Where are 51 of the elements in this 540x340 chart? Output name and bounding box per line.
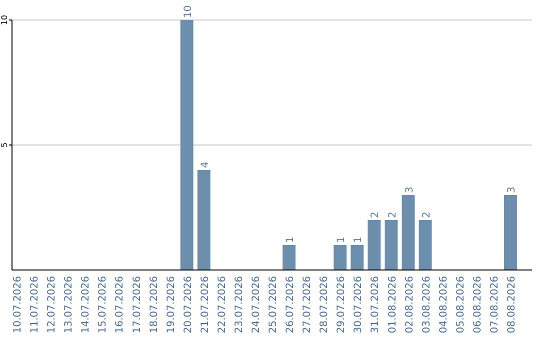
x-tick-label: 28.07.2026 xyxy=(319,276,330,334)
x-tick-label: 27.07.2026 xyxy=(302,276,314,334)
x-tick-label: 23.07.2026 xyxy=(234,276,245,334)
x-tick-label: 20.07.2026 xyxy=(182,276,194,334)
data-label: 3 xyxy=(506,186,518,193)
bar xyxy=(384,220,398,270)
x-tick-label: 08.08.2026 xyxy=(506,276,518,334)
x-tick-label: 01.08.2026 xyxy=(387,276,398,334)
bar xyxy=(180,20,194,270)
data-label: 2 xyxy=(421,212,432,218)
data-label: 2 xyxy=(387,212,398,218)
x-tick-label: 21.07.2026 xyxy=(200,276,211,334)
data-label: 3 xyxy=(404,186,416,193)
x-tick-label: 15.07.2026 xyxy=(98,276,109,334)
data-label: 2 xyxy=(370,212,382,218)
x-tick-label: 31.07.2026 xyxy=(370,276,382,334)
x-tick-label: 18.07.2026 xyxy=(148,276,160,334)
x-tick-label: 14.07.2026 xyxy=(80,276,92,334)
bar xyxy=(334,245,347,270)
bar xyxy=(402,195,415,270)
x-tick-label: 07.08.2026 xyxy=(489,276,500,334)
x-tick-label: 04.08.2026 xyxy=(438,276,450,334)
data-label: 4 xyxy=(200,162,211,168)
x-tick-label: 24.07.2026 xyxy=(250,276,262,334)
y-tick-label: 5 xyxy=(0,142,9,148)
data-label: 1 xyxy=(285,236,296,243)
x-tick-label: 13.07.2026 xyxy=(64,276,75,334)
data-label: 1 xyxy=(353,236,364,243)
bar xyxy=(350,245,364,270)
x-tick-label: 22.07.2026 xyxy=(216,276,228,334)
data-label: 1 xyxy=(336,236,348,243)
bar xyxy=(504,195,517,270)
bar xyxy=(418,220,432,270)
x-tick-label: 10.07.2026 xyxy=(12,276,24,334)
bar xyxy=(368,220,381,270)
x-tick-label: 11.07.2026 xyxy=(30,276,41,334)
x-tick-label: 25.07.2026 xyxy=(268,276,280,334)
x-tick-label: 29.07.2026 xyxy=(336,276,348,334)
x-tick-label: 03.08.2026 xyxy=(421,276,432,334)
x-tick-label: 30.07.2026 xyxy=(353,276,364,334)
x-tick-label: 05.08.2026 xyxy=(455,276,466,334)
x-tick-label: 06.08.2026 xyxy=(472,276,484,334)
x-tick-label: 16.07.2026 xyxy=(114,276,126,334)
bar xyxy=(282,245,296,270)
x-tick-label: 02.08.2026 xyxy=(404,276,416,334)
x-tick-label: 12.07.2026 xyxy=(46,276,58,334)
data-label: 10 xyxy=(182,5,194,18)
x-tick-label: 19.07.2026 xyxy=(166,276,177,334)
x-tick-label: 17.07.2026 xyxy=(132,276,143,334)
bar xyxy=(197,170,210,270)
x-tick-label: 26.07.2026 xyxy=(285,276,296,334)
